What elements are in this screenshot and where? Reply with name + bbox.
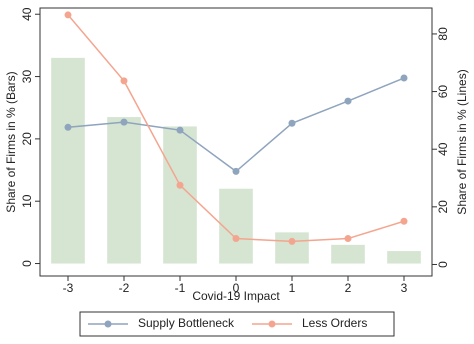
y-tick-label: 10 [20,194,34,208]
point [288,237,296,245]
legend-marker [268,320,276,328]
y-tick-label: 40 [20,7,34,21]
bar [387,251,421,264]
point [232,235,240,243]
point [120,118,128,126]
x-tick-label: -3 [63,281,74,295]
y2-tick-label: 60 [436,85,450,99]
bar [51,57,85,264]
y2-tick-label: 0 [436,261,450,268]
x-tick-label: -2 [119,281,130,295]
y-tick-label: 30 [20,70,34,84]
bar [331,244,365,264]
legend [79,311,395,337]
y2-tick-label: 80 [436,27,450,41]
x-tick-label: -1 [175,281,186,295]
x-tick-label: 1 [289,281,296,295]
bar [107,117,141,264]
bar [163,126,197,264]
point [176,126,184,134]
y-tick-label: 0 [20,260,34,267]
point [400,74,408,82]
point [120,77,128,85]
legend-label: Supply Bottleneck [138,316,235,330]
point [288,119,296,127]
point [176,181,184,189]
x-tick-label: 3 [401,281,408,295]
point [344,235,352,243]
x-tick-label: 0 [233,281,240,295]
point [64,123,72,131]
y-tick-label: 20 [20,132,34,146]
bar [275,232,309,264]
y2-tick-label: 40 [436,142,450,156]
y2-tick-label: 20 [436,200,450,214]
x-axis-label: Covid-19 Impact [192,289,280,303]
point [64,11,72,19]
point [344,97,352,105]
legend-label: Less Orders [302,316,367,330]
x-tick-label: 2 [345,281,352,295]
y-axis-label: Share of Firms in % (Bars) [4,71,18,212]
legend-marker [104,320,112,328]
y2-axis-label: Share of Firms in % (Lines) [455,69,469,214]
point [400,217,408,225]
bar [219,188,253,264]
point [232,167,240,175]
